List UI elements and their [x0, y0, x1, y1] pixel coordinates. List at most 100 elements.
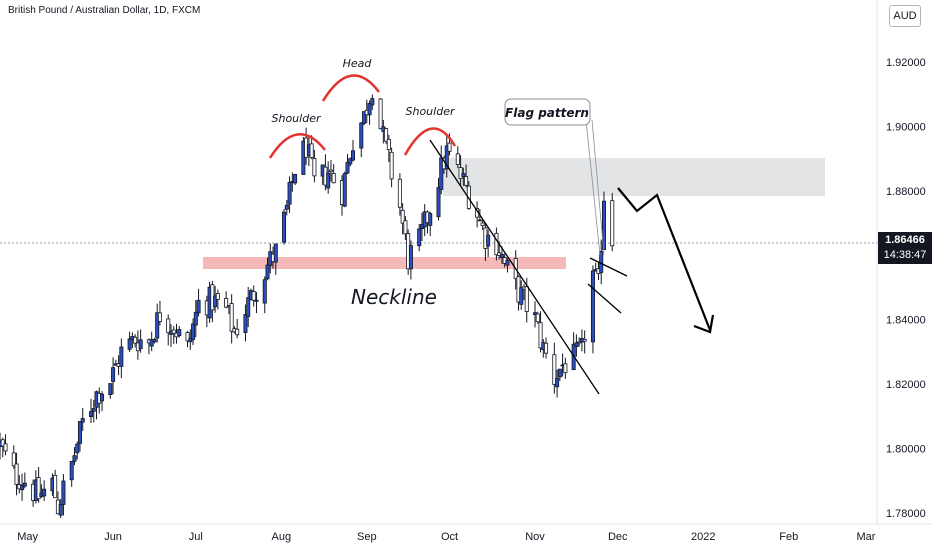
- bull-candle[interactable]: [155, 312, 160, 339]
- flag-upper-line[interactable]: [589, 257, 628, 277]
- bull-candle[interactable]: [213, 295, 218, 308]
- bull-candle[interactable]: [72, 455, 77, 462]
- bull-candle[interactable]: [436, 187, 441, 218]
- bear-candle[interactable]: [224, 298, 229, 308]
- bull-candle[interactable]: [359, 122, 364, 149]
- bull-candle[interactable]: [499, 254, 504, 258]
- bear-candle[interactable]: [11, 452, 16, 467]
- time-axis[interactable]: May Jun Jul Aug Sep Oct Nov Dec 2022 Feb Mar: [17, 531, 876, 543]
- bull-candle[interactable]: [293, 174, 298, 184]
- bull-candle[interactable]: [58, 503, 63, 516]
- bear-candle[interactable]: [133, 336, 138, 344]
- bull-candle[interactable]: [345, 162, 350, 174]
- projection-path[interactable]: [617, 187, 712, 331]
- bear-candle[interactable]: [403, 220, 408, 235]
- bear-candle[interactable]: [464, 176, 469, 186]
- bear-candle[interactable]: [544, 342, 549, 354]
- bear-candle[interactable]: [389, 151, 394, 180]
- bull-candle[interactable]: [80, 418, 85, 423]
- bull-candle[interactable]: [370, 98, 375, 106]
- descending-trendline[interactable]: [429, 139, 600, 395]
- bear-candle[interactable]: [400, 209, 405, 224]
- price-axis[interactable]: 1.92000 1.90000 1.88000 1.84000 1.82000 1.800…: [886, 57, 926, 520]
- bear-candle[interactable]: [378, 98, 383, 130]
- bear-candle[interactable]: [494, 232, 499, 256]
- bear-candle[interactable]: [582, 339, 587, 342]
- bull-candle[interactable]: [69, 460, 74, 481]
- bull-candle[interactable]: [77, 421, 82, 444]
- bull-candle[interactable]: [326, 172, 331, 189]
- bull-candle[interactable]: [557, 368, 562, 378]
- bear-candle[interactable]: [157, 312, 162, 322]
- bear-candle[interactable]: [458, 167, 463, 179]
- bull-candle[interactable]: [111, 367, 116, 382]
- bull-candle[interactable]: [42, 488, 47, 497]
- bear-candle[interactable]: [328, 169, 333, 173]
- bull-candle[interactable]: [461, 173, 466, 177]
- bull-candle[interactable]: [408, 245, 413, 270]
- bull-candle[interactable]: [348, 158, 353, 165]
- bull-candle[interactable]: [119, 346, 124, 367]
- bull-candle[interactable]: [362, 111, 367, 124]
- bull-candle[interactable]: [138, 339, 143, 350]
- bear-candle[interactable]: [53, 474, 58, 499]
- bear-candle[interactable]: [171, 329, 176, 334]
- bull-candle[interactable]: [428, 213, 433, 226]
- bear-candle[interactable]: [3, 443, 8, 452]
- bull-candle[interactable]: [196, 299, 201, 314]
- bear-candle[interactable]: [447, 142, 452, 152]
- bull-candle[interactable]: [282, 211, 287, 243]
- bear-candle[interactable]: [535, 313, 540, 323]
- bull-candle[interactable]: [486, 234, 491, 247]
- bear-candle[interactable]: [386, 138, 391, 151]
- bull-candle[interactable]: [246, 297, 251, 317]
- bull-candle[interactable]: [265, 264, 270, 280]
- bull-candle[interactable]: [284, 204, 289, 210]
- bear-candle[interactable]: [185, 332, 190, 342]
- flag-callout-box[interactable]: [504, 98, 591, 126]
- bull-candle[interactable]: [152, 339, 157, 343]
- bull-candle[interactable]: [417, 228, 422, 247]
- bear-candle[interactable]: [563, 363, 568, 374]
- bear-candle[interactable]: [251, 291, 256, 301]
- bull-candle[interactable]: [89, 411, 94, 417]
- bear-candle[interactable]: [166, 318, 171, 334]
- bull-candle[interactable]: [177, 329, 182, 337]
- head-arc[interactable]: [321, 74, 380, 102]
- bull-candle[interactable]: [61, 480, 66, 505]
- bear-candle[interactable]: [552, 354, 557, 385]
- bear-candle[interactable]: [36, 477, 41, 500]
- bear-candle[interactable]: [215, 293, 220, 300]
- bull-candle[interactable]: [599, 250, 604, 273]
- bull-candle[interactable]: [254, 299, 259, 302]
- bull-candle[interactable]: [191, 323, 196, 340]
- bull-candle[interactable]: [108, 383, 113, 396]
- bull-candle[interactable]: [477, 219, 482, 222]
- bear-candle[interactable]: [524, 286, 529, 312]
- bear-candle[interactable]: [610, 200, 615, 247]
- bear-candle[interactable]: [384, 128, 389, 142]
- bull-candle[interactable]: [351, 150, 356, 161]
- bull-candle[interactable]: [367, 103, 372, 116]
- bull-candle[interactable]: [193, 311, 198, 326]
- bear-candle[interactable]: [455, 153, 460, 165]
- bear-candle[interactable]: [235, 328, 240, 336]
- bear-candle[interactable]: [480, 222, 485, 226]
- bull-candle[interactable]: [519, 287, 524, 305]
- currency-button[interactable]: AUD: [889, 5, 921, 27]
- left-shoulder-arc[interactable]: [268, 133, 326, 159]
- bull-candle[interactable]: [444, 145, 449, 170]
- bull-candle[interactable]: [100, 393, 105, 402]
- bull-candle[interactable]: [342, 173, 347, 207]
- bull-candle[interactable]: [149, 339, 154, 347]
- bull-candle[interactable]: [273, 243, 278, 263]
- bear-candle[interactable]: [331, 173, 336, 184]
- bear-candle[interactable]: [538, 322, 543, 349]
- bull-candle[interactable]: [20, 485, 25, 491]
- bull-candle[interactable]: [243, 314, 248, 333]
- bull-candle[interactable]: [75, 443, 80, 454]
- flag-lower-line[interactable]: [587, 283, 622, 314]
- bull-candle[interactable]: [590, 270, 595, 343]
